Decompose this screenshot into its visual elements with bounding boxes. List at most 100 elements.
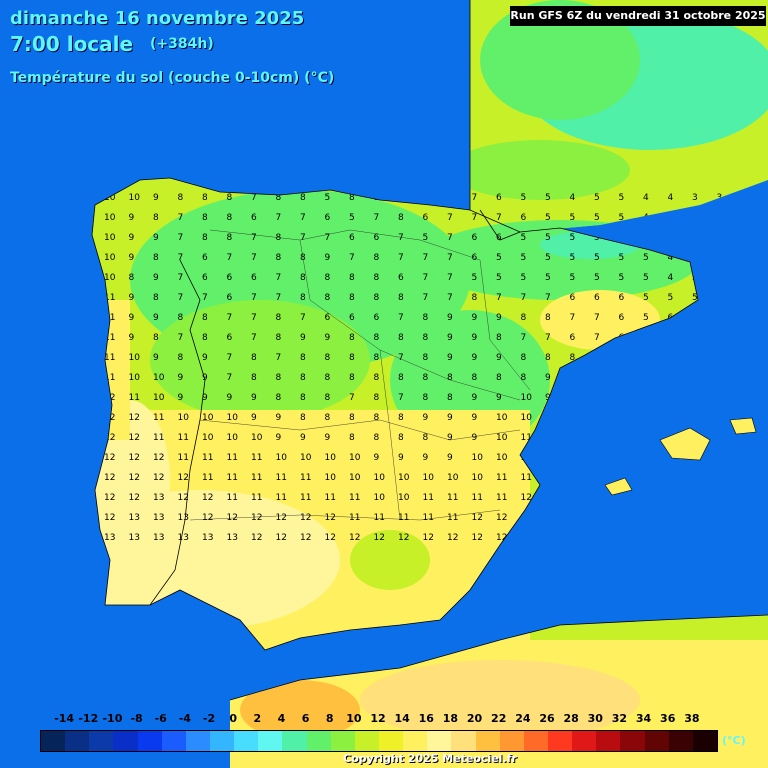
grid-value: 8 <box>300 273 306 283</box>
grid-value: 8 <box>349 413 355 423</box>
grid-value: 11 <box>129 393 140 403</box>
grid-value: 11 <box>227 493 238 503</box>
grid-value: 8 <box>227 213 233 223</box>
grid-value: 6 <box>227 333 233 343</box>
grid-value: 7 <box>178 233 184 243</box>
grid-value: 12 <box>104 433 115 443</box>
copyright: Copyright 2025 Meteociel.fr <box>343 752 517 765</box>
grid-value: 5 <box>619 213 625 223</box>
grid-value: 8 <box>398 413 404 423</box>
grid-value: 5 <box>643 273 649 283</box>
grid-value: 5 <box>570 213 576 223</box>
grid-value: 9 <box>129 233 135 243</box>
grid-value: 6 <box>374 313 380 323</box>
grid-value: 7 <box>349 253 355 263</box>
colorbar <box>40 730 718 752</box>
grid-value: 8 <box>325 373 331 383</box>
grid-value: 5 <box>619 193 625 203</box>
grid-value: 11 <box>349 493 360 503</box>
grid-value: 13 <box>178 533 189 543</box>
grid-value: 8 <box>374 393 380 403</box>
grid-value: 8 <box>129 273 135 283</box>
colorbar-cell <box>282 731 307 751</box>
grid-value: 8 <box>300 293 306 303</box>
grid-value: 8 <box>423 393 429 403</box>
grid-value: 7 <box>447 213 453 223</box>
colorbar-cell <box>547 731 573 751</box>
grid-value: 12 <box>202 493 213 503</box>
grid-value: 7 <box>251 333 257 343</box>
grid-value: 5 <box>570 233 576 243</box>
grid-value: 7 <box>276 213 282 223</box>
grid-value: 12 <box>472 513 483 523</box>
grid-value: 8 <box>374 373 380 383</box>
grid-value: 7 <box>521 333 527 343</box>
grid-value: 7 <box>594 333 600 343</box>
grid-value: 12 <box>178 473 189 483</box>
grid-value: 12 <box>227 513 238 523</box>
colorbar-label: 14 <box>394 712 410 725</box>
grid-value: 8 <box>349 293 355 303</box>
grid-value: 8 <box>276 393 282 403</box>
grid-value: 9 <box>423 413 429 423</box>
grid-value: 8 <box>496 373 502 383</box>
grid-value: 7 <box>423 293 429 303</box>
grid-value: 12 <box>178 493 189 503</box>
colorbar-cell <box>403 731 428 751</box>
grid-value: 5 <box>545 253 551 263</box>
grid-value: 12 <box>251 513 262 523</box>
grid-value: 9 <box>398 453 404 463</box>
grid-value: 5 <box>545 193 551 203</box>
colorbar-cell <box>427 731 452 751</box>
colorbar-label: 36 <box>660 712 676 725</box>
grid-value: 11 <box>521 473 532 483</box>
grid-value: 6 <box>251 213 257 223</box>
grid-value: 11 <box>178 453 189 463</box>
grid-value: 5 <box>545 213 551 223</box>
grid-value: 8 <box>447 393 453 403</box>
colorbar-label: 8 <box>325 712 334 725</box>
grid-value: 10 <box>521 393 533 403</box>
grid-value: 12 <box>325 533 336 543</box>
grid-value: 12 <box>300 533 311 543</box>
colorbar-label: 20 <box>466 712 483 725</box>
balearic-islands <box>604 417 757 496</box>
grid-value: 8 <box>496 333 502 343</box>
colorbar-cell <box>596 731 621 751</box>
grid-value: 8 <box>374 253 380 263</box>
grid-value: 7 <box>374 213 380 223</box>
grid-value: 11 <box>178 433 189 443</box>
grid-value: 6 <box>374 233 380 243</box>
grid-value: 7 <box>398 393 404 403</box>
grid-value: 10 <box>202 413 214 423</box>
grid-value: 9 <box>472 353 478 363</box>
grid-value: 7 <box>423 273 429 283</box>
grid-value: 8 <box>202 233 208 243</box>
grid-value: 7 <box>398 313 404 323</box>
grid-value: 9 <box>178 393 184 403</box>
colorbar-cell <box>330 731 355 751</box>
colorbar-label: 4 <box>277 712 286 725</box>
grid-value: 8 <box>300 353 306 363</box>
grid-value: 3 <box>692 193 698 203</box>
grid-value: 10 <box>129 373 141 383</box>
grid-value: 10 <box>374 493 386 503</box>
grid-value: 9 <box>251 393 257 403</box>
grid-value: 11 <box>202 473 213 483</box>
grid-value: 7 <box>447 293 453 303</box>
grid-value: 10 <box>276 453 288 463</box>
grid-value: 7 <box>570 313 576 323</box>
grid-value: 9 <box>496 393 502 403</box>
grid-value: 9 <box>447 313 453 323</box>
grid-value: 9 <box>472 333 478 343</box>
grid-value: 8 <box>153 213 159 223</box>
grid-value: 12 <box>104 473 115 483</box>
colorbar-cell <box>451 731 476 751</box>
grid-value: 5 <box>521 253 527 263</box>
grid-value: 11 <box>104 353 115 363</box>
grid-value: 8 <box>423 313 429 323</box>
grid-value: 10 <box>374 473 386 483</box>
grid-value: 5 <box>594 193 600 203</box>
grid-value: 5 <box>619 253 625 263</box>
colorbar-label: 0 <box>229 712 237 725</box>
